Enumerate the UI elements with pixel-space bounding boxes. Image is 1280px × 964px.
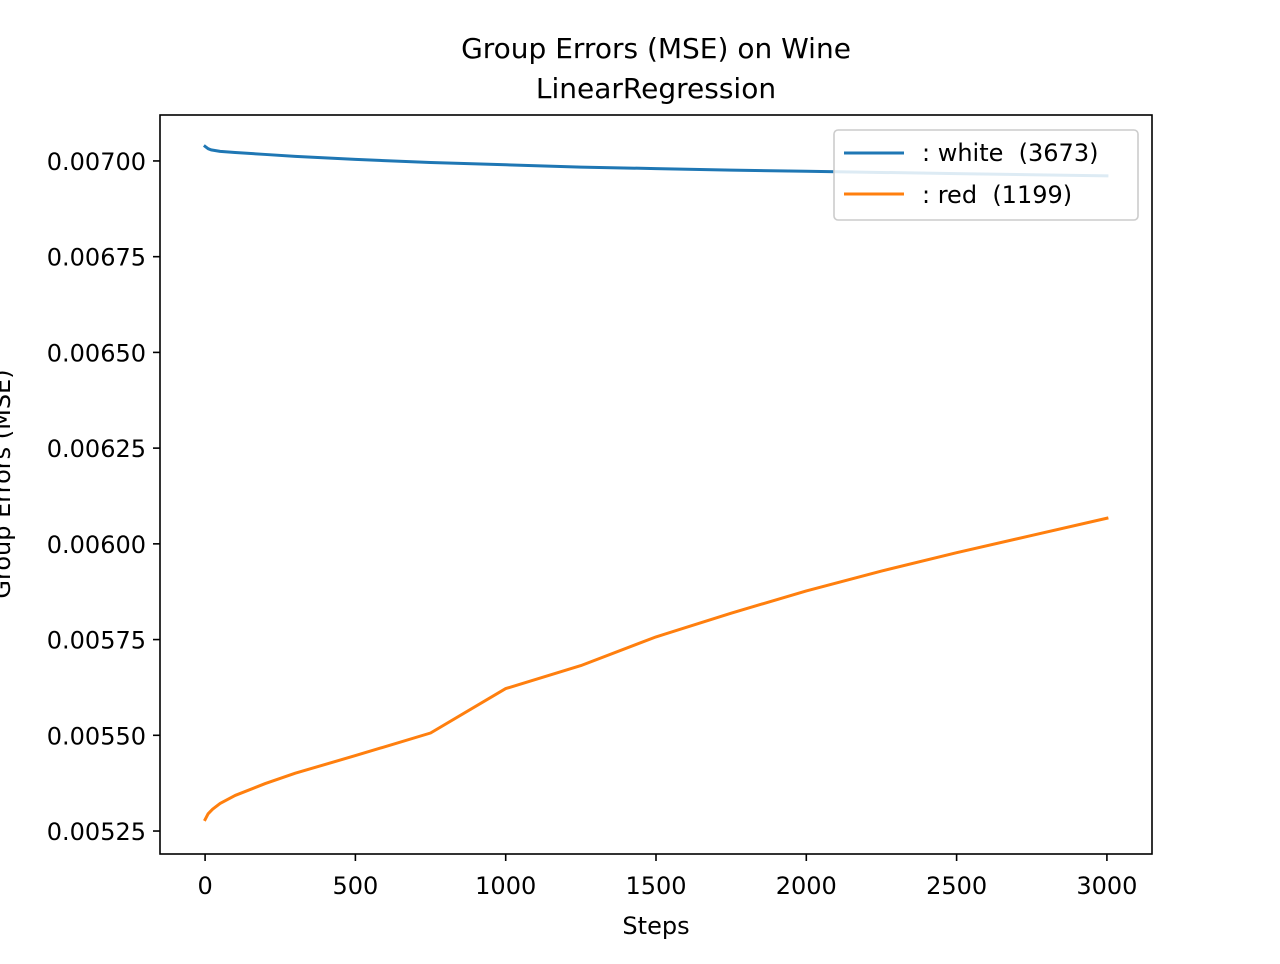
y-tick-label: 0.00525 (47, 818, 146, 846)
y-axis: 0.00525 0.00550 0.00575 0.00600 0.00625 0.006… (47, 148, 160, 846)
y-tick-label: 0.00575 (47, 627, 146, 655)
x-tick-label: 2000 (776, 872, 837, 900)
y-tick-label: 0.00650 (47, 339, 146, 367)
legend: : white (3673) : red (1199) (833, 129, 1139, 221)
x-tick-label: 1000 (475, 872, 536, 900)
y-tick-label: 0.00625 (47, 435, 146, 463)
legend-label-white: : white (3673) (922, 139, 1098, 167)
y-tick-label: 0.00700 (47, 148, 146, 176)
legend-box (833, 129, 1139, 221)
x-tick-label: 500 (332, 872, 378, 900)
x-axis: 0 500 1000 1500 2000 2500 3000 (197, 854, 1137, 900)
y-tick-label: 0.00675 (47, 244, 146, 272)
y-axis-label: Group Errors (MSE) (0, 369, 16, 598)
x-tick-label: 1500 (625, 872, 686, 900)
series-line-1 (203, 516, 1109, 822)
chart-subtitle: LinearRegression (536, 72, 776, 105)
legend-label-red: : red (1199) (922, 181, 1072, 209)
chart-title: Group Errors (MSE) on Wine (461, 32, 851, 65)
x-tick-label: 0 (197, 872, 212, 900)
x-tick-label: 3000 (1076, 872, 1137, 900)
x-axis-label: Steps (622, 912, 689, 940)
y-tick-label: 0.00600 (47, 531, 146, 559)
x-tick-label: 2500 (926, 872, 987, 900)
y-tick-label: 0.00550 (47, 722, 146, 750)
